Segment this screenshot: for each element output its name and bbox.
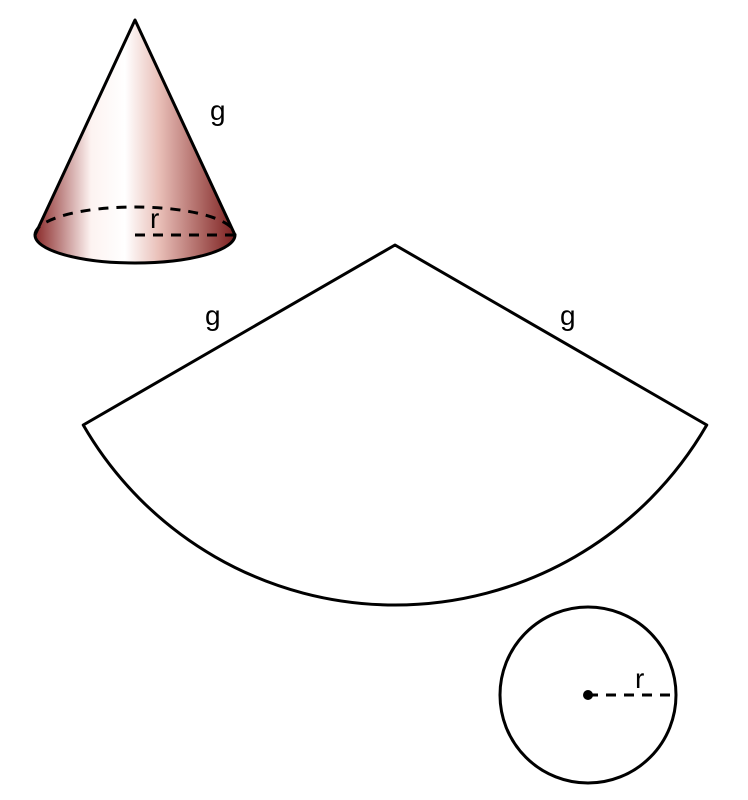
cone-net: g g r — [83, 245, 707, 783]
cone-slant-label: g — [210, 95, 226, 126]
cone-body — [35, 20, 235, 263]
base-circle-radius-label: r — [635, 663, 644, 694]
sector-left-label: g — [205, 300, 221, 331]
cone-3d: g r — [35, 20, 235, 263]
cone-net-diagram: g r g g r — [0, 0, 748, 800]
cone-radius-label: r — [150, 203, 159, 234]
sector-lateral — [83, 245, 707, 605]
sector-right-label: g — [560, 300, 576, 331]
